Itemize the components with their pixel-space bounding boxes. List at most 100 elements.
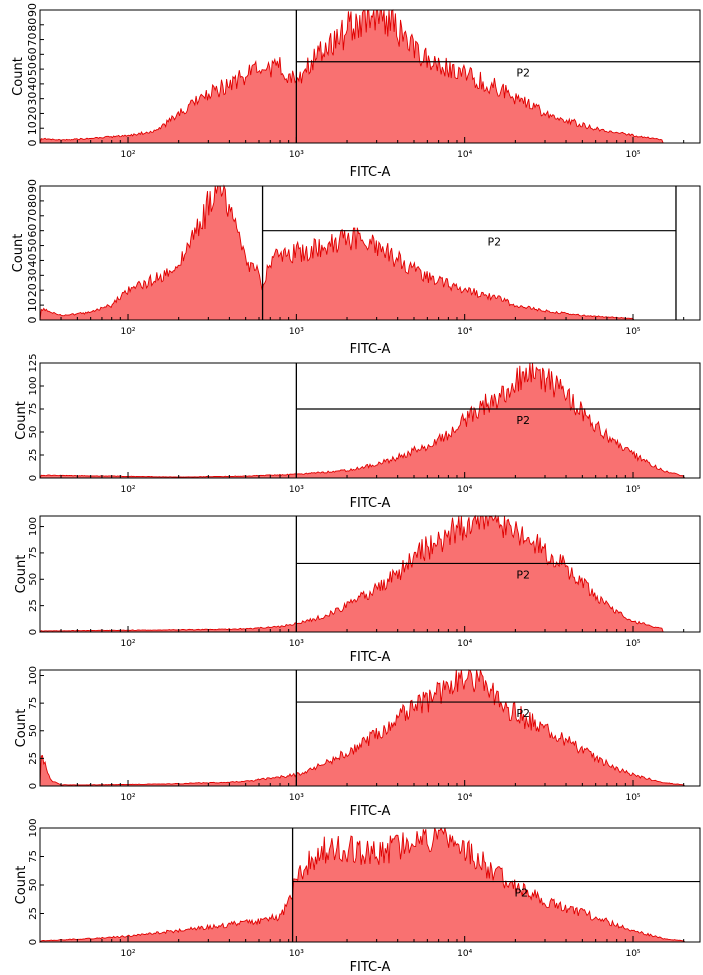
- x-tick-label: 10⁵: [625, 150, 640, 160]
- y-tick-label: 50: [26, 62, 39, 76]
- histogram-area: [38, 827, 700, 943]
- histogram-area: [39, 184, 700, 321]
- x-tick-label: 10⁴: [457, 793, 472, 803]
- histogram-area: [39, 9, 700, 144]
- x-tick-label: 10²: [120, 327, 135, 337]
- x-tick-label: 10²: [120, 639, 135, 649]
- y-tick-label: 40: [26, 77, 39, 91]
- y-tick-label: 30: [26, 268, 39, 282]
- y-tick-label: 75: [28, 850, 39, 863]
- y-tick-label: 30: [26, 92, 39, 106]
- plot-frame: [39, 185, 701, 321]
- x-tick-label: 10²: [120, 485, 135, 495]
- gate-label: P2: [516, 707, 530, 720]
- x-tick-label: 10⁵: [625, 793, 640, 803]
- x-tick-label: 10²: [120, 793, 135, 803]
- y-tick-label: 20: [26, 283, 39, 297]
- x-tick-label: 10³: [289, 949, 304, 959]
- y-tick-label: 0: [28, 629, 39, 635]
- y-tick-label: 60: [26, 224, 39, 238]
- x-axis-label: FITC-A: [350, 165, 391, 180]
- plot-frame: [39, 515, 701, 633]
- x-axis-label: FITC-A: [350, 804, 391, 819]
- y-axis-label: Count: [14, 709, 29, 748]
- y-tick-label: 100: [28, 818, 39, 837]
- y-axis-label: Count: [11, 234, 26, 273]
- y-tick-label: 50: [28, 879, 39, 892]
- y-axis-label: Count: [14, 555, 29, 594]
- x-tick-label: 10²: [120, 949, 135, 959]
- x-axis-label: FITC-A: [350, 342, 391, 357]
- x-tick-label: 10⁵: [625, 949, 640, 959]
- y-tick-label: 70: [26, 209, 39, 223]
- x-axis-label: FITC-A: [350, 960, 391, 975]
- x-tick-label: 10³: [289, 639, 304, 649]
- y-tick-label: 50: [26, 239, 39, 253]
- y-tick-label: 10: [26, 121, 39, 135]
- histogram-panel-5: 10² 10³ 10⁴ 10⁵ 0 25 50 75 100 FITC-A Count P2: [14, 666, 701, 819]
- x-tick-label: 10³: [289, 485, 304, 495]
- y-tick-label: 80: [26, 194, 39, 208]
- y-tick-label: 50: [28, 426, 39, 439]
- y-tick-label: 0: [26, 140, 39, 147]
- y-tick-label: 40: [26, 253, 39, 267]
- gate-label: P2: [516, 414, 530, 427]
- gate-label: P2: [487, 236, 501, 249]
- histogram-area: [39, 669, 700, 787]
- y-tick-label: 0: [28, 475, 39, 481]
- gate-label: P2: [514, 887, 528, 900]
- y-tick-label: 0: [26, 317, 39, 324]
- x-axis-label: FITC-A: [350, 650, 391, 665]
- x-tick-label: 10³: [289, 327, 304, 337]
- x-axis-label: FITC-A: [350, 496, 391, 511]
- x-tick-label: 10⁴: [457, 949, 472, 959]
- y-axis-label: Count: [14, 866, 29, 905]
- histogram-panel-4: 10² 10³ 10⁴ 10⁵ 0 25 50 75 100 FITC-A Count P2: [14, 514, 701, 665]
- plot-frame: [39, 669, 701, 787]
- y-tick-label: 75: [28, 697, 39, 710]
- y-axis-label: Count: [11, 57, 26, 96]
- x-tick-label: 10³: [289, 150, 304, 160]
- y-tick-label: 100: [28, 517, 39, 536]
- plot-frame: [39, 9, 701, 144]
- y-tick-label: 90: [26, 3, 39, 17]
- y-tick-label: 25: [28, 752, 39, 765]
- y-tick-label: 20: [26, 106, 39, 120]
- x-tick-label: 10²: [120, 150, 135, 160]
- y-tick-label: 50: [28, 724, 39, 737]
- x-tick-label: 10⁵: [625, 327, 640, 337]
- y-tick-label: 0: [28, 939, 39, 945]
- y-tick-label: 60: [26, 47, 39, 61]
- histogram-area: [38, 514, 700, 633]
- histogram-panel-3: 10² 10³ 10⁴ 10⁵ 0 25 50 75 100 125 FITC-A Count P2: [14, 353, 701, 511]
- histogram-area: [39, 362, 700, 479]
- y-tick-label: 25: [28, 599, 39, 612]
- plot-frame: [39, 362, 701, 479]
- x-tick-label: 10³: [289, 793, 304, 803]
- y-tick-label: 90: [26, 179, 39, 193]
- x-tick-label: 10⁴: [457, 485, 472, 495]
- y-tick-label: 80: [26, 18, 39, 32]
- x-tick-label: 10⁵: [625, 639, 640, 649]
- x-tick-label: 10⁴: [457, 150, 472, 160]
- y-tick-label: 75: [28, 403, 39, 416]
- y-axis-label: Count: [14, 401, 29, 440]
- x-tick-label: 10⁴: [457, 639, 472, 649]
- y-tick-label: 25: [28, 907, 39, 920]
- y-tick-label: 70: [26, 33, 39, 47]
- y-tick-label: 10: [26, 298, 39, 312]
- x-tick-label: 10⁴: [457, 327, 472, 337]
- gate-label: P2: [516, 568, 530, 581]
- gate-label: P2: [516, 67, 530, 80]
- y-tick-label: 0: [28, 783, 39, 789]
- y-tick-label: 100: [28, 376, 39, 395]
- y-tick-label: 50: [28, 573, 39, 586]
- histogram-panel-6: 10² 10³ 10⁴ 10⁵ 0 25 50 75 100 FITC-A Count P2: [14, 818, 701, 975]
- y-tick-label: 25: [28, 449, 39, 462]
- x-tick-label: 10⁵: [625, 485, 640, 495]
- y-tick-label: 125: [28, 353, 39, 372]
- y-tick-label: 100: [28, 666, 39, 685]
